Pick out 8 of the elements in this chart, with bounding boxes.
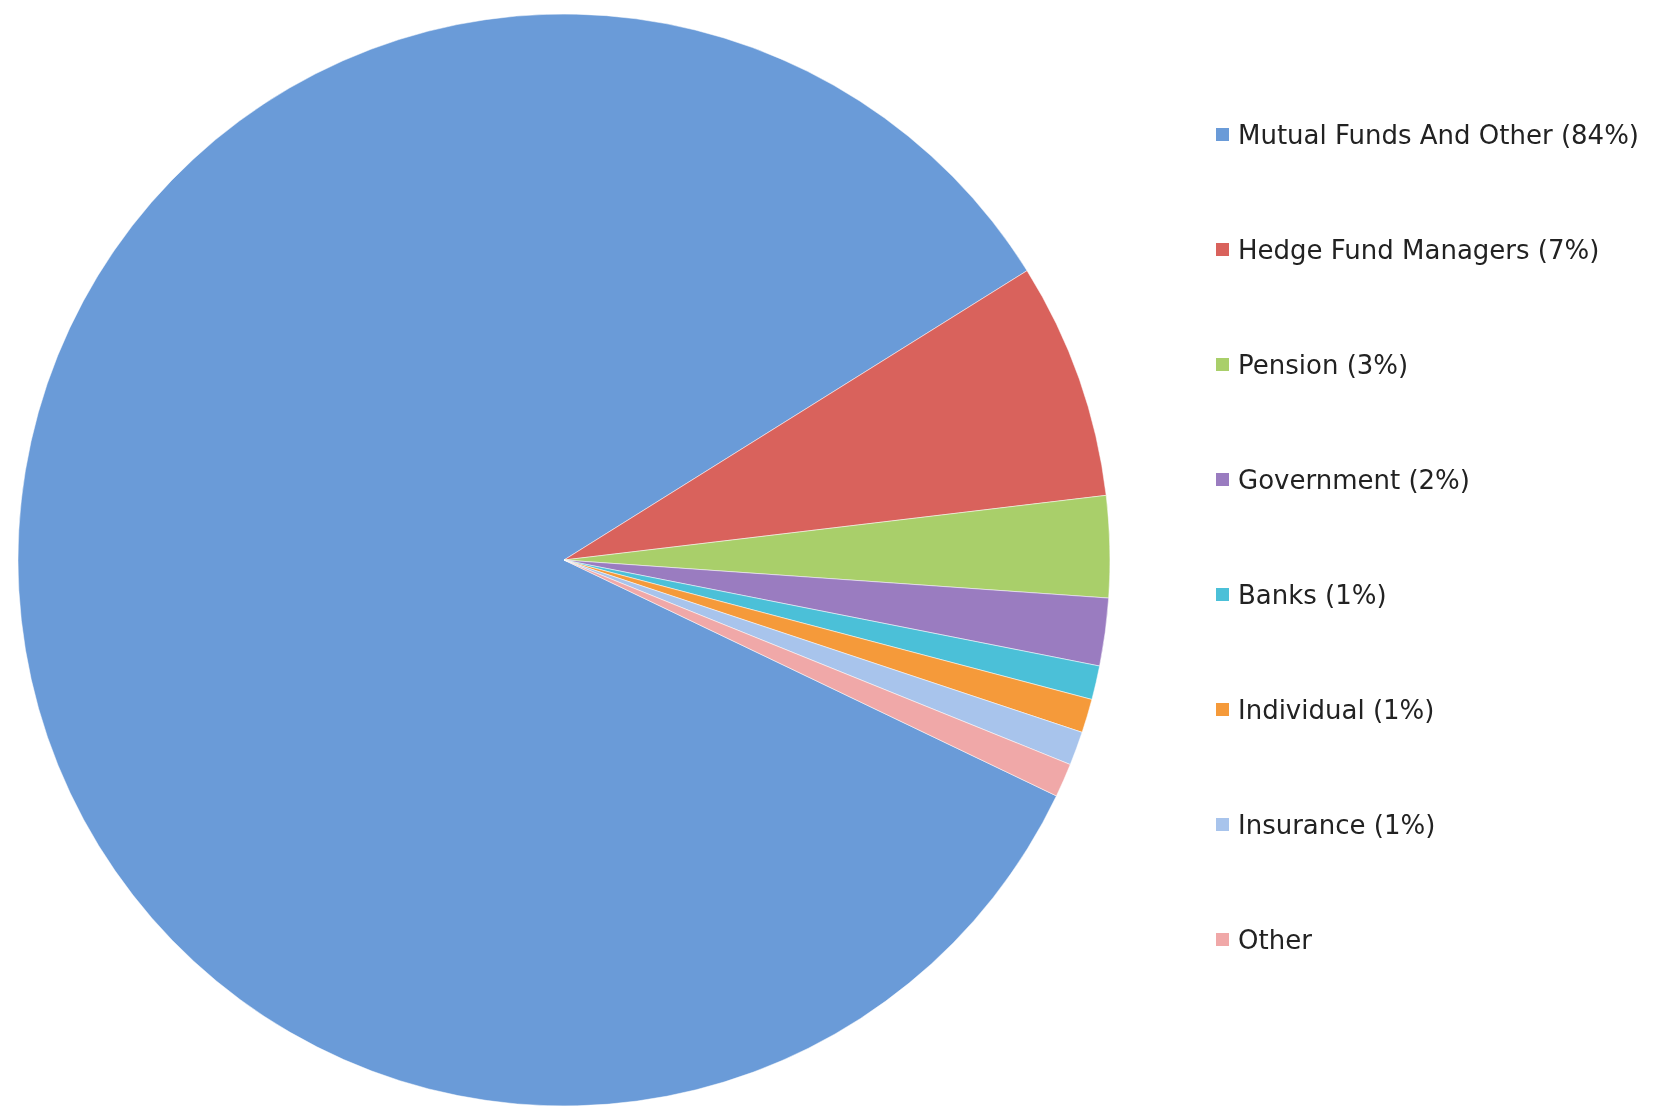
legend-label: Banks (1%) — [1238, 580, 1387, 610]
legend-label: Insurance (1%) — [1238, 810, 1436, 840]
legend-label: Individual (1%) — [1238, 695, 1435, 725]
legend-label: Hedge Fund Managers (7%) — [1238, 235, 1600, 265]
legend-label: Mutual Funds And Other (84%) — [1238, 120, 1640, 150]
legend-label: Pension (3%) — [1238, 350, 1409, 380]
legend-label: Other — [1238, 925, 1313, 955]
legend-label: Government (2%) — [1238, 465, 1470, 495]
